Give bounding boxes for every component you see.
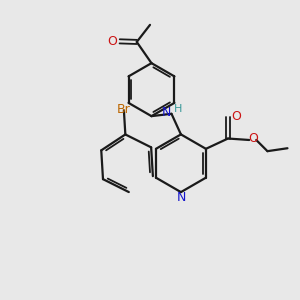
Text: N: N xyxy=(161,106,171,119)
Text: O: O xyxy=(108,35,118,48)
Text: O: O xyxy=(231,110,241,123)
Text: O: O xyxy=(248,132,258,145)
Text: Br: Br xyxy=(117,103,131,116)
Text: H: H xyxy=(174,104,182,114)
Text: N: N xyxy=(177,191,186,204)
